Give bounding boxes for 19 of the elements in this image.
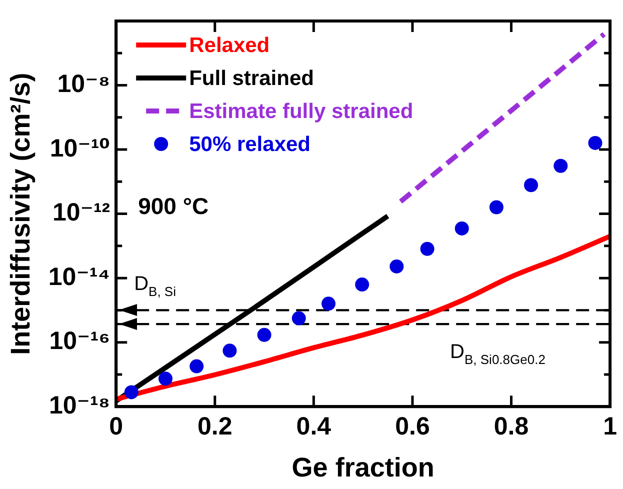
legend-label: Relaxed [189,34,270,57]
x-tick-label: 0.2 [198,412,232,440]
x-tick-label: 1 [603,412,618,440]
y-tick-label: 10⁻¹² [52,198,110,227]
x-tick-label: 0 [109,412,124,440]
legend-label: 50% relaxed [189,132,311,156]
y-tick-label: 10⁻¹⁴ [48,262,110,291]
y-tick-label: 10⁻⁸ [57,70,110,98]
annotation: 900 °C [138,192,209,219]
y-axis-title: Interdiffusivity (cm²/s) [6,72,36,355]
y-tick-label: 10⁻¹⁶ [49,327,110,356]
x-tick-label: 0.8 [494,412,529,440]
x-tick-label: 0.6 [395,412,430,440]
x-axis-title: Ge fraction [292,452,434,482]
x-tick-label: 0.4 [296,412,332,440]
legend-label: Full strained [189,66,314,90]
y-tick-label: 10⁻¹⁰ [50,134,110,162]
y-tick-label: 10⁻¹⁸ [48,391,110,420]
legend-label: Estimate fully strained [189,100,414,123]
